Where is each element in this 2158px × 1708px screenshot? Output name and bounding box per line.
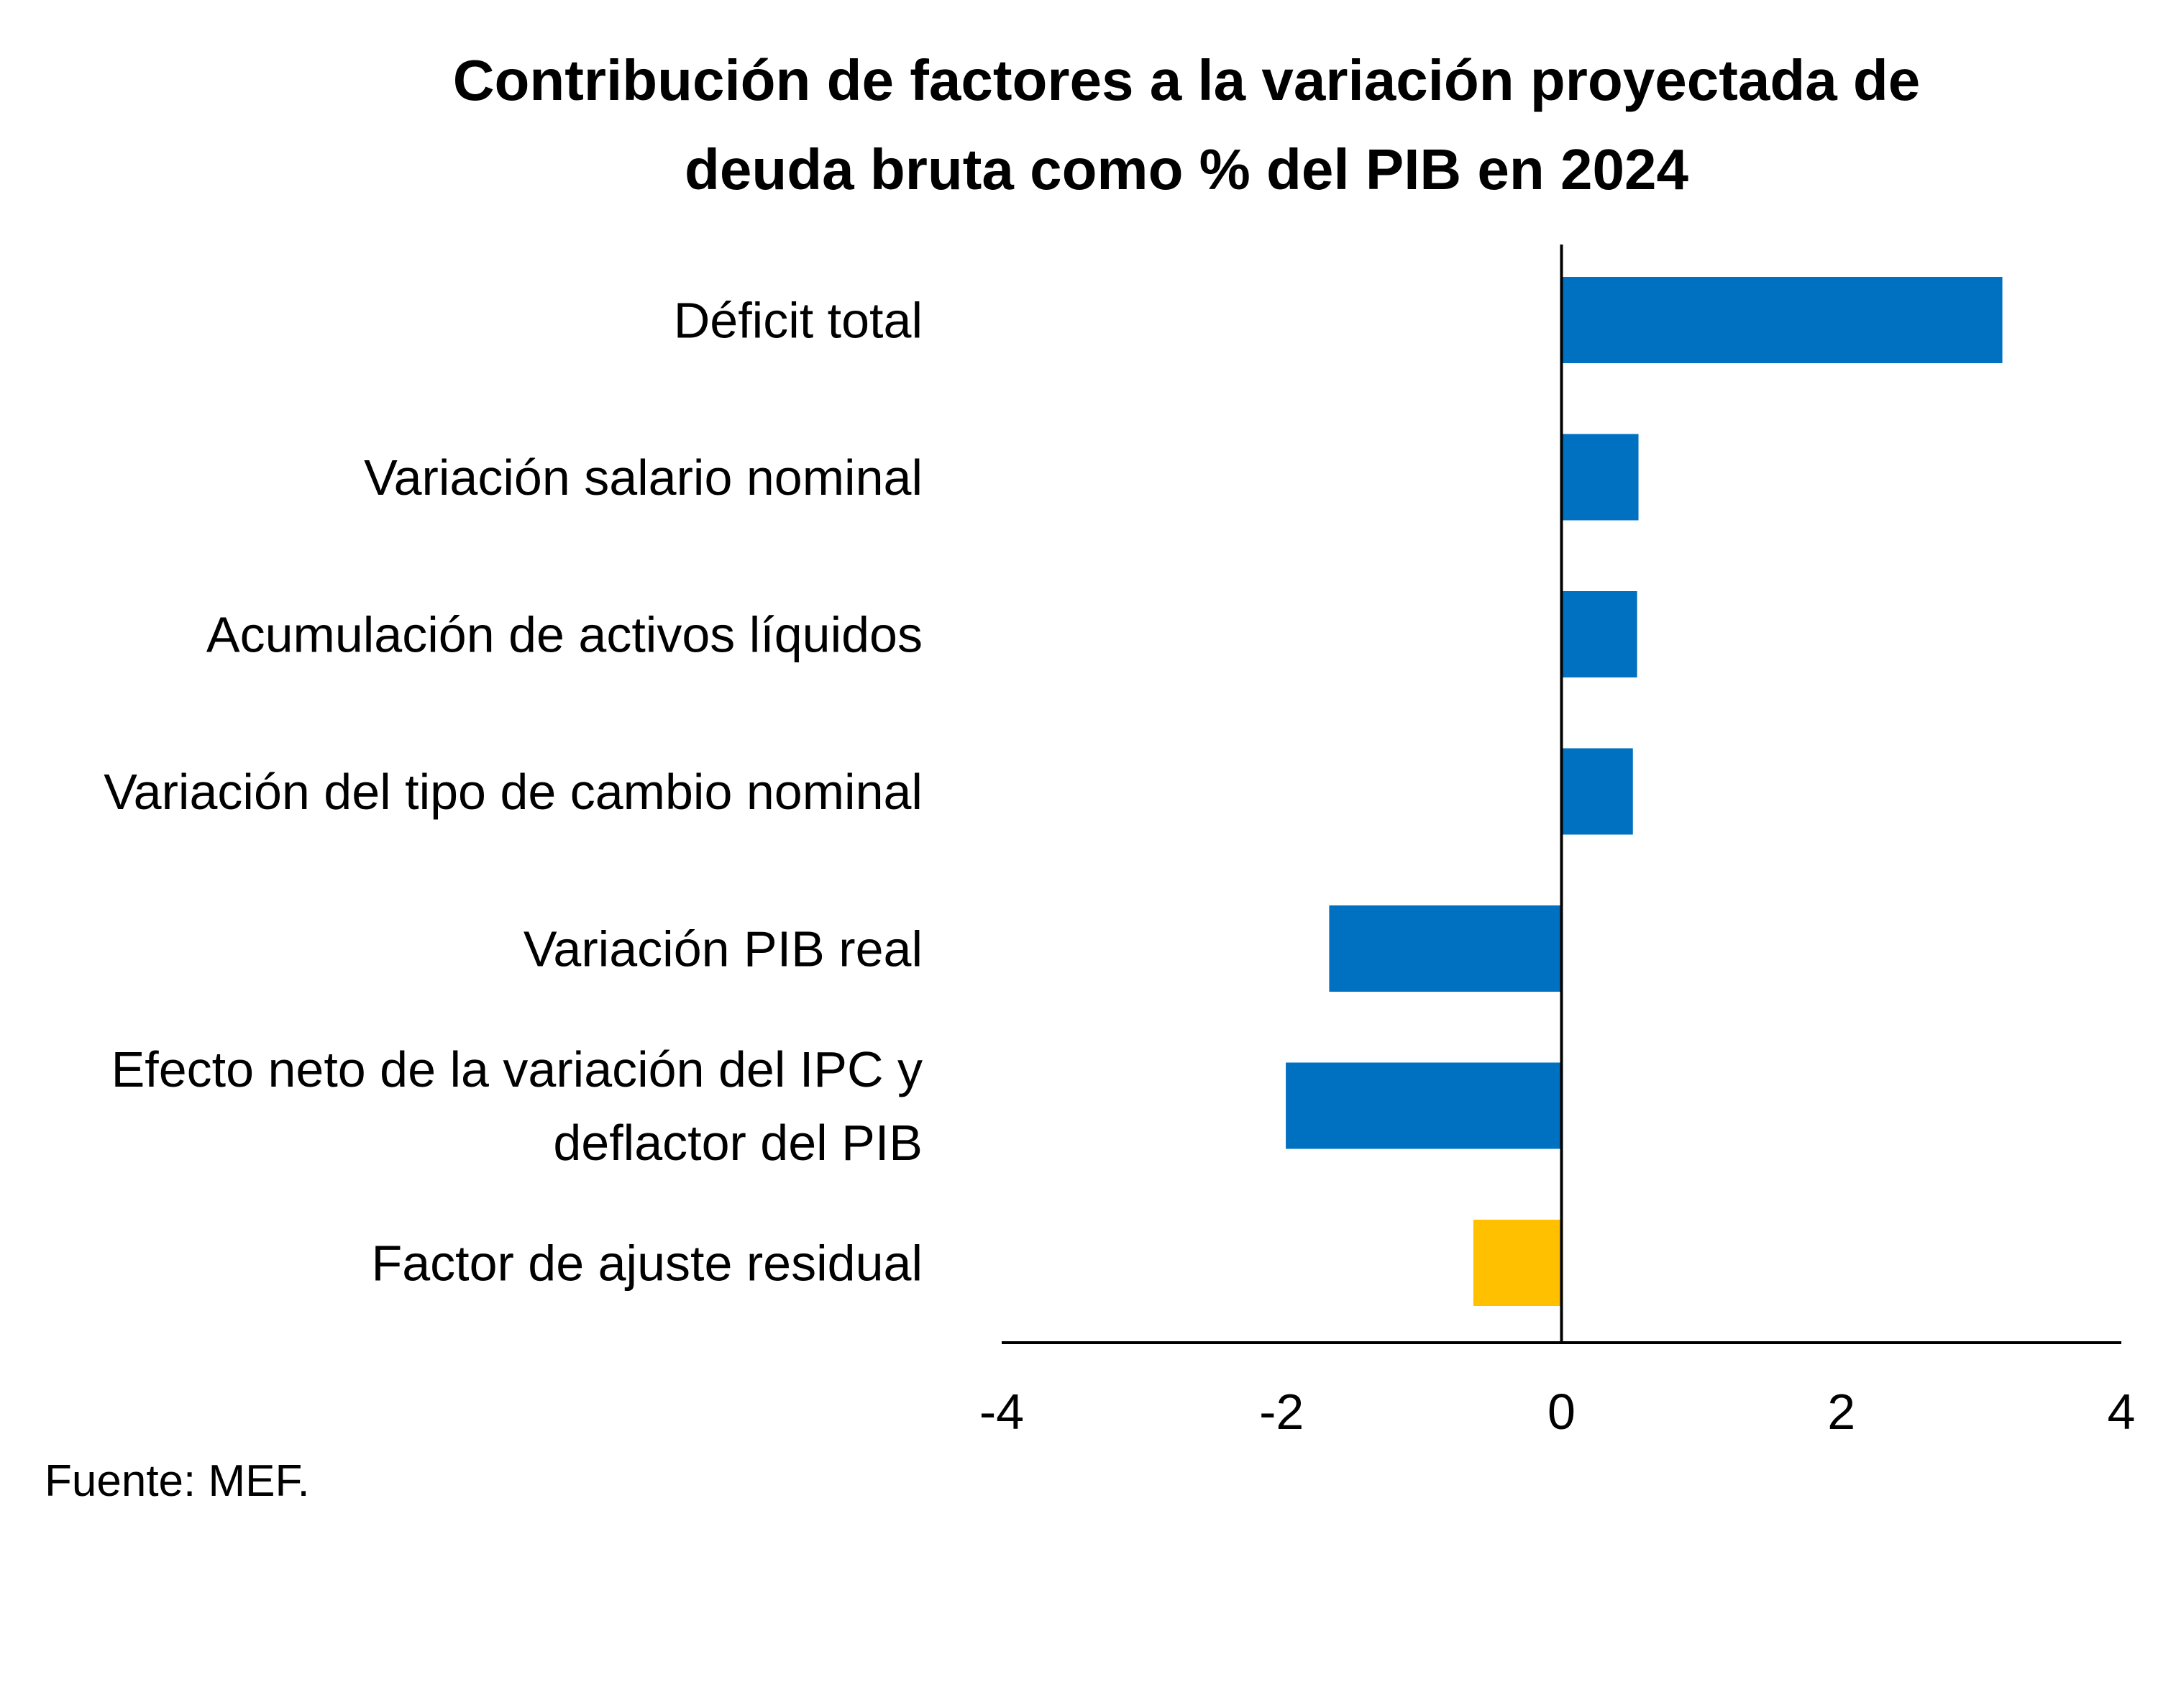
bar-7 [1473, 1220, 1562, 1306]
x-tick-label-4: 2 [1827, 1384, 1855, 1440]
bar-1 [1561, 277, 2003, 363]
x-tick-label-1: -4 [979, 1384, 1024, 1440]
chart-title: Contribución de factores a la variación … [216, 36, 2157, 214]
bar-4 [1561, 748, 1633, 835]
x-tick-label-5: 4 [2108, 1384, 2136, 1440]
bar-5 [1329, 905, 1562, 992]
bar-3 [1561, 591, 1637, 677]
category-label-5: Variación PIB real [524, 921, 923, 977]
category-label-3: Acumulación de activos líquidos [206, 607, 923, 663]
x-tick-label-2: -2 [1259, 1384, 1304, 1440]
bar-2 [1561, 434, 1639, 521]
category-label-7: Factor de ajuste residual [371, 1236, 923, 1292]
category-label-1: Déficit total [674, 293, 923, 349]
source-note: Fuente: MEF. [45, 1456, 310, 1506]
chart-title-line-2: deuda bruta como % del PIB en 2024 [685, 137, 1688, 201]
category-label-6: Efecto neto de la variación del IPC y def… [111, 1041, 923, 1171]
category-label-2: Variación salario nominal [364, 449, 923, 506]
category-label-4: Variación del tipo de cambio nominal [104, 764, 923, 820]
bar-6 [1286, 1062, 1562, 1149]
x-tick-label-3: 0 [1547, 1384, 1576, 1440]
chart-title-line-1: Contribución de factores a la variación … [452, 48, 1921, 112]
